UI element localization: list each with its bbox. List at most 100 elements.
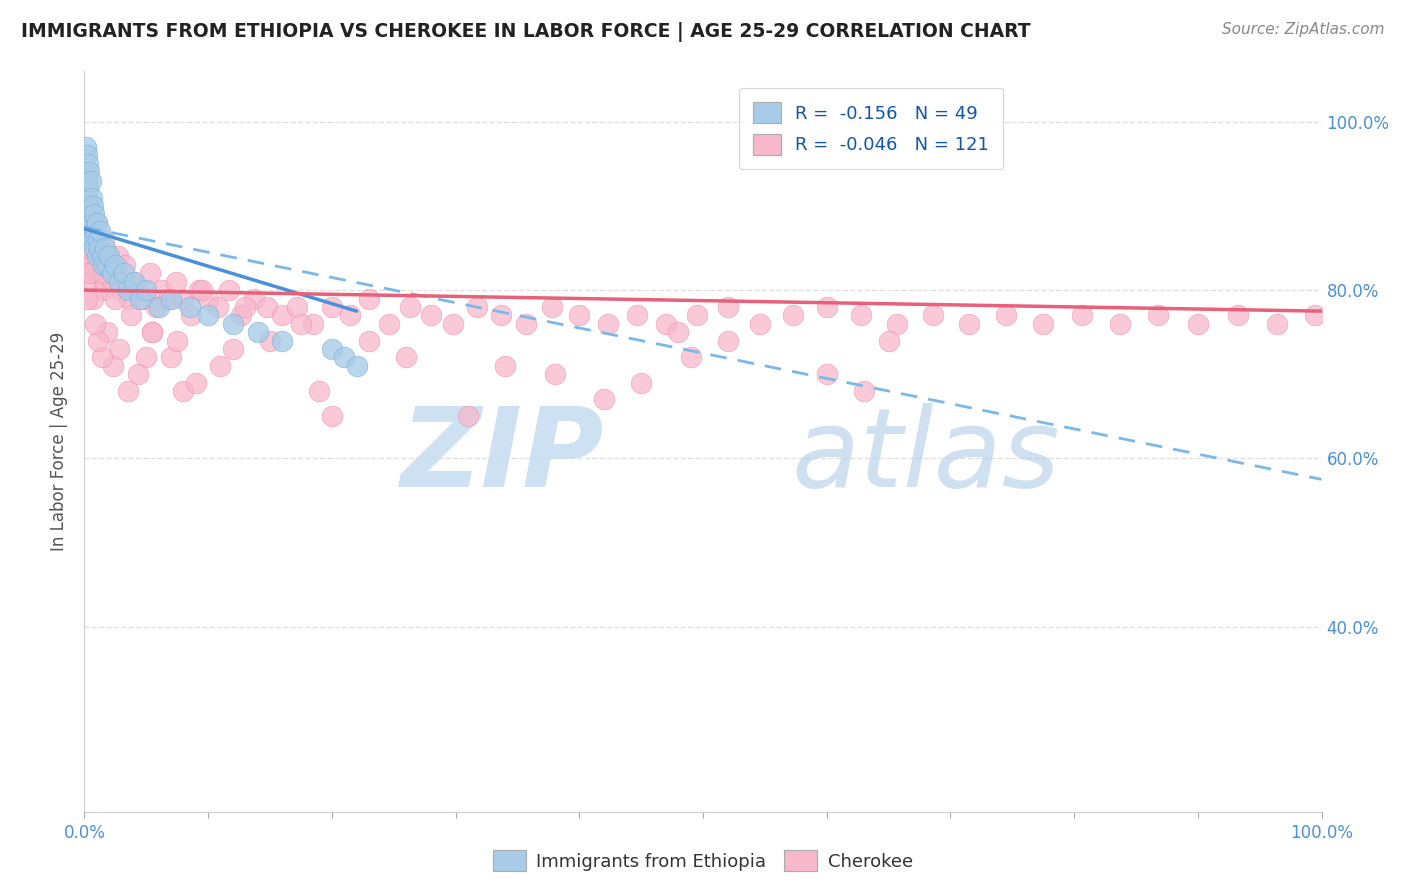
Point [77,241,100,255]
Point [79,199,101,213]
Point [104,292,127,306]
Point [76,190,98,204]
Point [94,241,117,255]
Point [207,300,229,314]
Point [491,309,513,323]
Point [87,334,110,348]
Point [465,300,488,314]
Point [127,368,149,382]
Point [94,275,117,289]
Point [110,283,132,297]
Point [79,258,101,272]
Point [243,292,266,306]
Point [357,292,380,306]
Point [717,334,740,348]
Point [357,334,380,348]
Point [91,258,114,272]
Point [630,376,652,390]
Point [222,317,245,331]
Point [157,292,180,306]
Point [98,258,121,272]
Point [717,300,740,314]
Point [160,351,183,365]
Point [86,216,108,230]
Text: ZIP: ZIP [401,403,605,510]
Point [122,275,145,289]
Point [172,292,194,306]
Point [90,351,112,365]
Point [302,317,325,331]
Point [79,224,101,238]
Point [815,368,838,382]
Point [82,233,104,247]
Point [922,309,945,323]
Point [782,309,804,323]
Point [184,376,207,390]
Point [877,334,900,348]
Point [321,342,343,356]
Point [256,300,278,314]
Point [76,148,98,162]
Point [139,266,162,280]
Point [77,182,100,196]
Point [148,300,170,314]
Point [209,359,232,373]
Point [89,266,111,280]
Point [271,309,294,323]
Point [80,190,103,204]
Point [89,241,111,255]
Point [79,174,101,188]
Point [395,351,418,365]
Point [686,309,709,323]
Point [321,409,343,424]
Point [93,233,115,247]
Text: IMMIGRANTS FROM ETHIOPIA VS CHEROKEE IN LABOR FORCE | AGE 25-29 CORRELATION CHAR: IMMIGRANTS FROM ETHIOPIA VS CHEROKEE IN … [21,22,1031,42]
Point [377,317,399,331]
Point [271,334,294,348]
Point [197,292,219,306]
Point [346,359,368,373]
Point [218,283,240,297]
Point [593,392,616,407]
Point [128,283,150,297]
Point [79,165,101,179]
Point [398,300,420,314]
Point [188,283,211,297]
Point [89,224,111,238]
Point [91,266,114,280]
Point [79,207,101,221]
Point [180,309,202,323]
Point [87,233,110,247]
Point [79,233,101,247]
Point [231,309,253,323]
Point [541,300,564,314]
Point [118,292,141,306]
Point [1305,309,1327,323]
Point [97,250,120,264]
Point [568,309,591,323]
Point [179,300,201,314]
Point [77,216,100,230]
Point [494,359,516,373]
Point [515,317,537,331]
Point [90,250,112,264]
Point [104,266,127,280]
Point [108,342,131,356]
Point [104,258,127,272]
Point [441,317,464,331]
Point [75,140,97,154]
Point [166,334,188,348]
Point [1265,317,1288,331]
Point [96,258,118,272]
Point [86,258,108,272]
Y-axis label: In Labor Force | Age 25-29: In Labor Force | Age 25-29 [51,332,69,551]
Point [457,409,479,424]
Point [852,384,875,398]
Point [98,250,121,264]
Point [197,309,219,323]
Point [957,317,980,331]
Point [79,233,101,247]
Point [172,384,194,398]
Point [86,216,108,230]
Point [112,266,135,280]
